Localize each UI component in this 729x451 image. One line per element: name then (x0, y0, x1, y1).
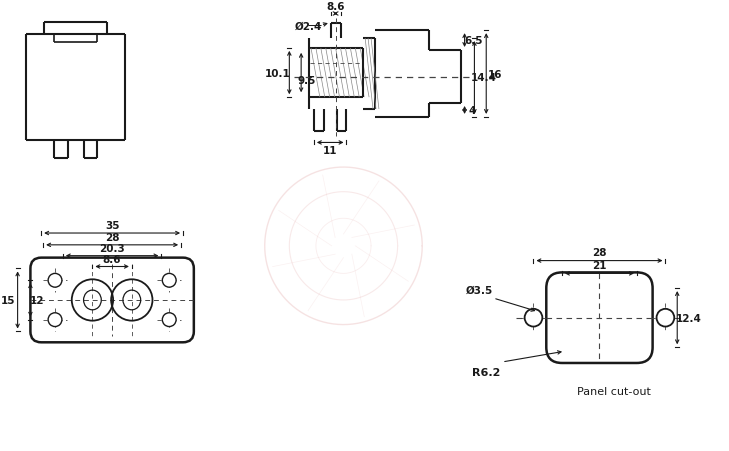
Circle shape (48, 313, 62, 327)
Circle shape (163, 274, 176, 288)
FancyBboxPatch shape (31, 258, 194, 343)
Text: 9.5: 9.5 (298, 76, 316, 86)
Text: 8.6: 8.6 (327, 2, 345, 12)
Text: 28: 28 (105, 232, 120, 243)
Text: Panel cut-out: Panel cut-out (577, 386, 651, 396)
Text: Ø3.5: Ø3.5 (466, 285, 493, 295)
Text: 35: 35 (105, 221, 120, 230)
Circle shape (525, 309, 542, 327)
Text: 8.6: 8.6 (103, 254, 121, 264)
Text: R6.2: R6.2 (472, 367, 500, 377)
Circle shape (48, 274, 62, 288)
Text: 16: 16 (488, 69, 502, 79)
Text: 28: 28 (592, 247, 607, 257)
Text: 15: 15 (1, 295, 15, 305)
Text: 10.1: 10.1 (265, 69, 290, 78)
Circle shape (657, 309, 674, 327)
Text: 14.4: 14.4 (471, 74, 497, 83)
Text: 21: 21 (592, 260, 607, 270)
Text: 4: 4 (469, 106, 476, 116)
Text: 12.4: 12.4 (676, 313, 702, 323)
Circle shape (163, 313, 176, 327)
Text: 6.5: 6.5 (464, 36, 483, 46)
Text: Ø2.4: Ø2.4 (295, 21, 321, 31)
FancyBboxPatch shape (546, 273, 652, 363)
Text: 11: 11 (322, 146, 337, 156)
Text: 12: 12 (30, 295, 44, 305)
Text: 20.3: 20.3 (99, 243, 125, 253)
